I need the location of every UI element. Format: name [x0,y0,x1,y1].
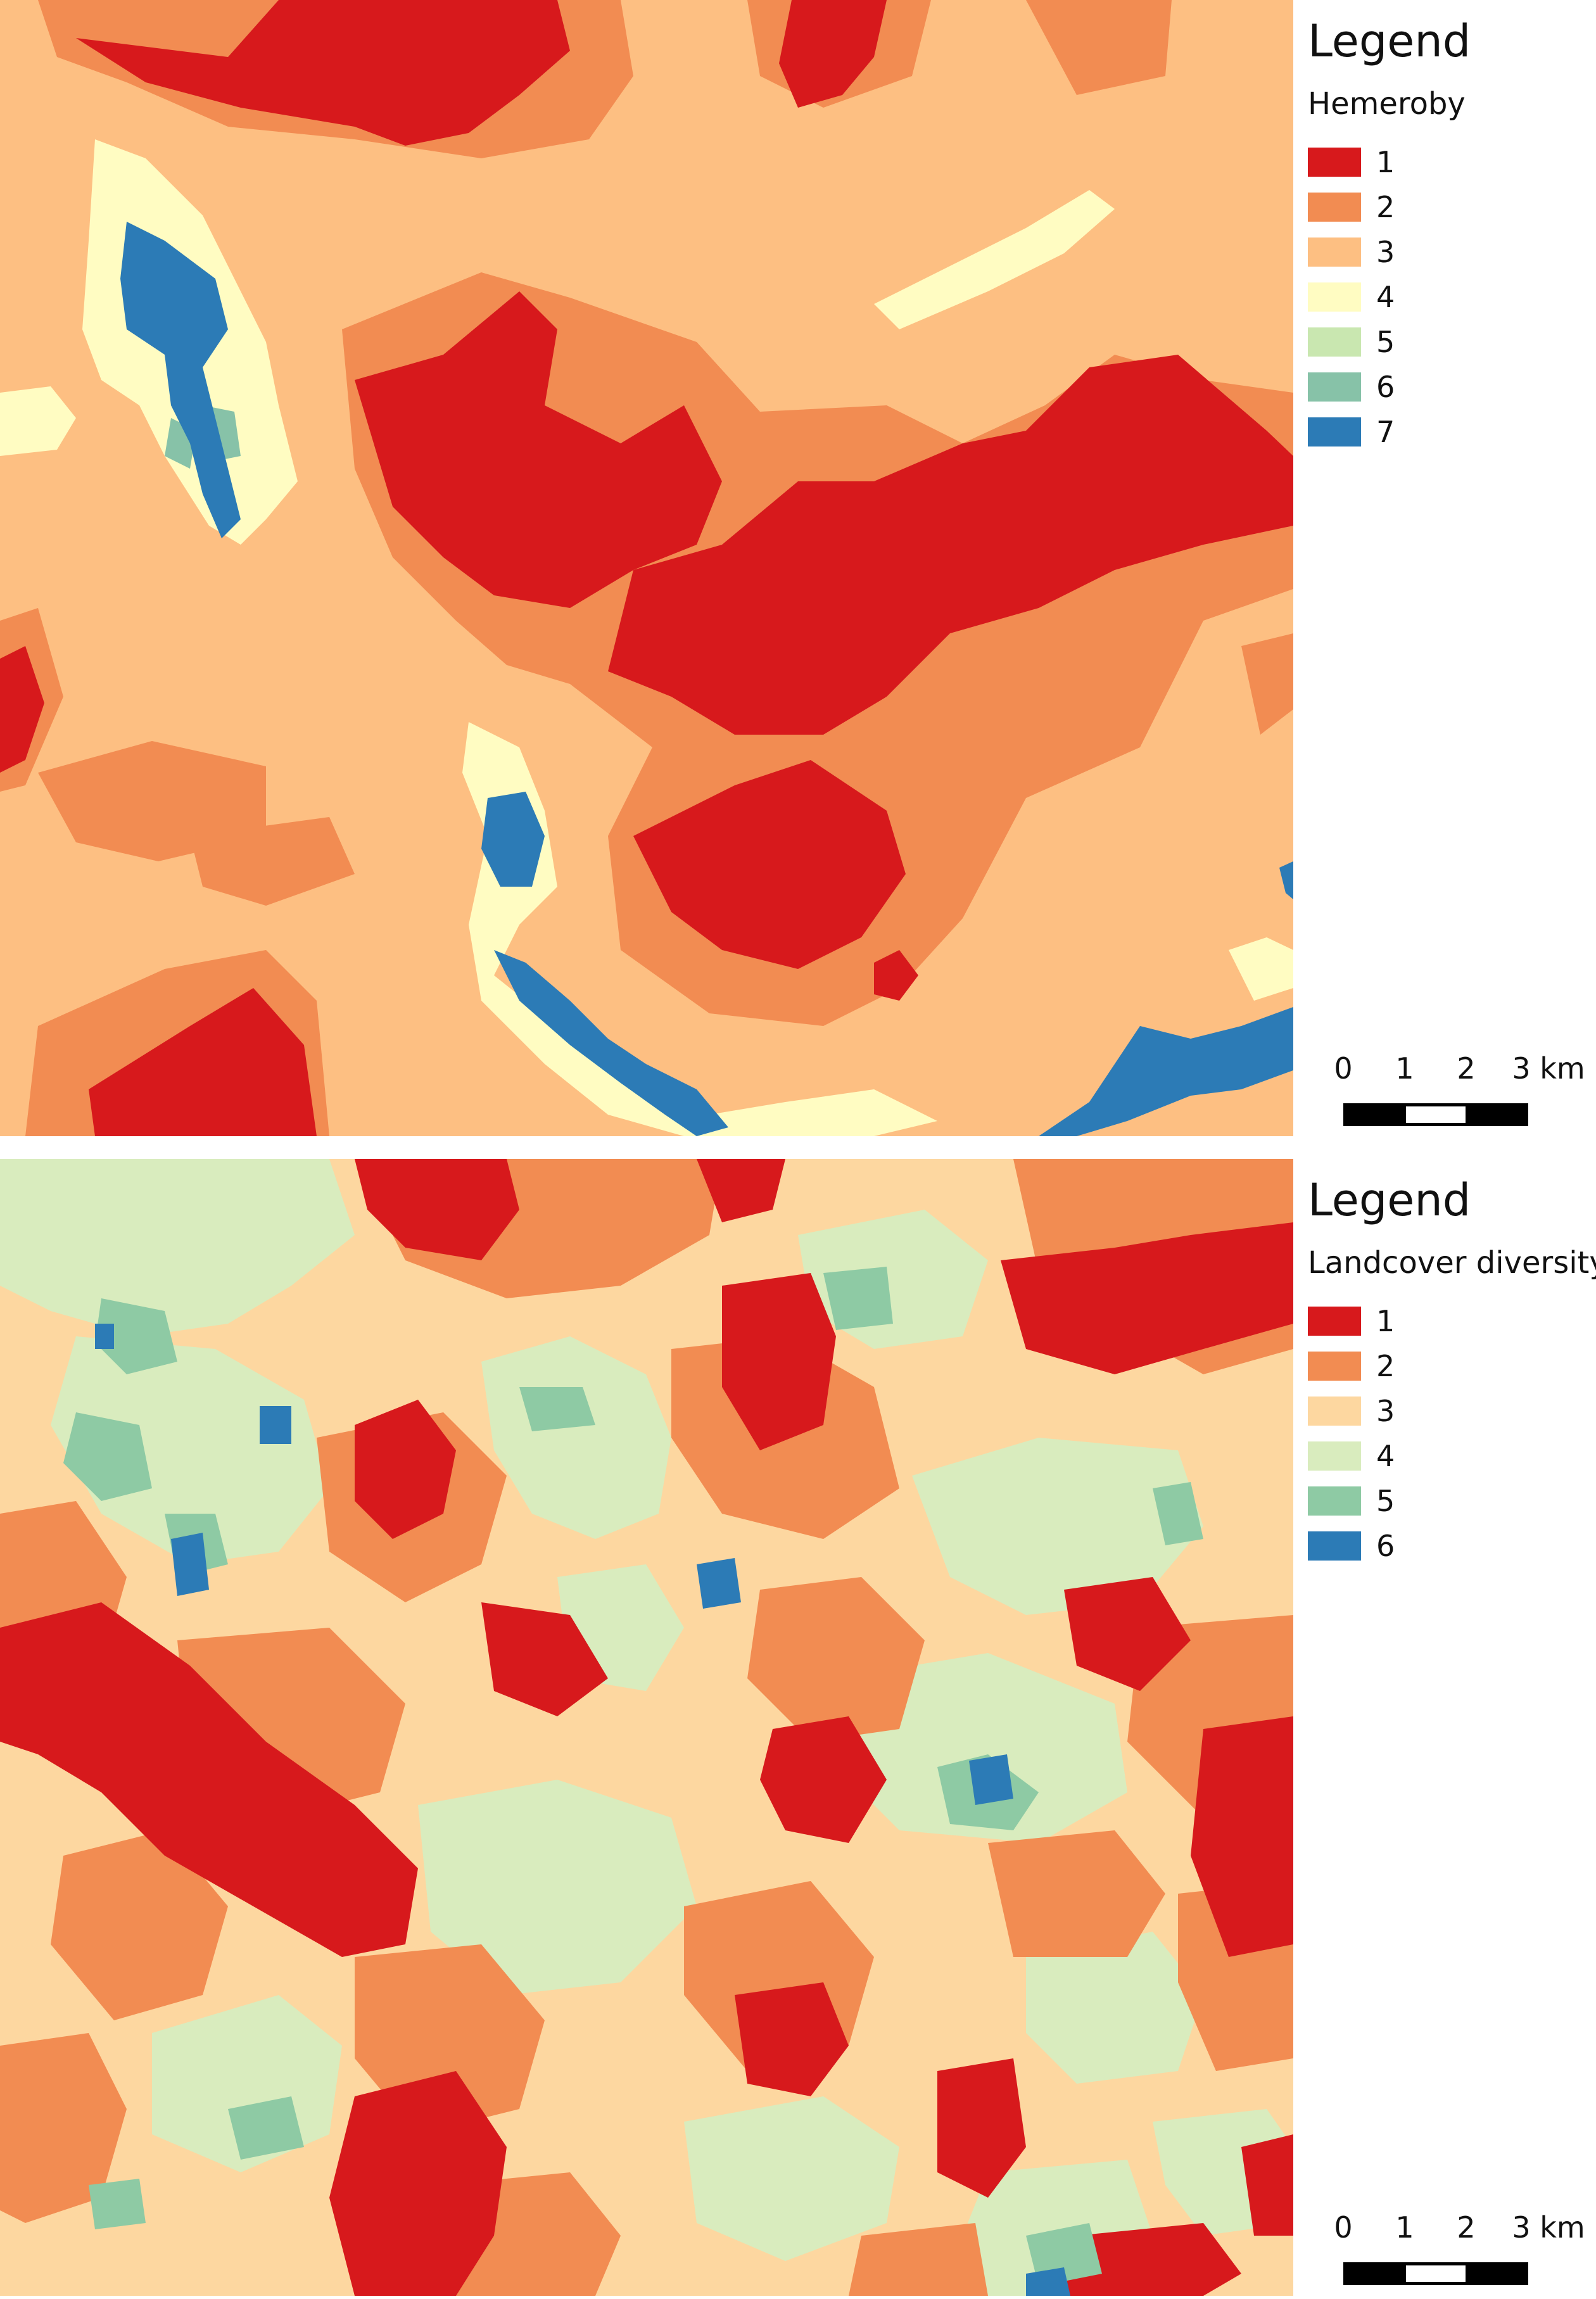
legend-swatch [1308,1306,1361,1336]
legend-item-label: 3 [1376,1393,1395,1428]
legend-item: 4 [1308,274,1593,319]
scale-bar: 0 1 2 3 km [1330,2210,1596,2299]
legend-item-label: 1 [1376,1303,1395,1338]
legend-item-label: 3 [1376,234,1395,269]
scale-tick-label: 2 [1457,1051,1476,1086]
legend-swatch [1308,1441,1361,1471]
legend-item: 3 [1308,1388,1593,1433]
legend-title: Legend [1308,15,1471,67]
scale-bar-segments [1343,1103,1528,1126]
scale-bar-segments [1343,2262,1528,2285]
diversity-class-6-areas [95,1324,1070,2296]
legend-swatch [1308,192,1361,222]
scale-tick-label: 1 [1395,1051,1414,1086]
scale-tick-label: 0 [1334,2210,1353,2245]
scale-tick-label: 3 km [1512,1051,1585,1086]
scale-tick-label: 1 [1395,2210,1414,2245]
legend-swatch [1308,1531,1361,1561]
legend-item: 1 [1308,139,1593,184]
scale-bar: 0 1 2 3 km [1330,1051,1596,1140]
diversity-class-5-areas [63,1267,1203,2286]
legend-title: Legend [1308,1174,1471,1226]
legend-item: 1 [1308,1298,1593,1343]
legend-item: 5 [1308,319,1593,364]
legend-swatch [1308,1351,1361,1381]
legend-swatch [1308,282,1361,312]
diversity-class-1-areas [0,1159,1293,2296]
hemeroby-map-canvas [0,0,1293,1136]
legend-swatch [1308,147,1361,177]
legend-item: 4 [1308,1433,1593,1478]
landcover-diversity-legend: Legend Landcover diversity 1 2 3 4 5 6 [1308,1172,1596,1568]
legend-item-label: 2 [1376,189,1395,224]
legend-item: 7 [1308,409,1593,454]
hemeroby-class-7-water [120,222,1293,1136]
legend-item-label: 6 [1376,369,1395,404]
legend-item-label: 4 [1376,279,1395,314]
legend-swatch [1308,1486,1361,1516]
legend-swatch [1308,417,1361,446]
landcover-diversity-map-canvas [0,1159,1293,2296]
legend-item-label: 6 [1376,1528,1395,1563]
hemeroby-class-1-areas [0,0,1293,1136]
hemeroby-map[interactable] [0,0,1293,1136]
legend-item: 2 [1308,1343,1593,1388]
legend-item: 6 [1308,1523,1593,1568]
legend-item-label: 5 [1376,1483,1395,1518]
legend-item-label: 2 [1376,1348,1395,1383]
legend-variable-name: Hemeroby [1308,86,1466,122]
diversity-class-4-areas [0,1159,1293,2296]
legend-item-label: 4 [1376,1438,1395,1473]
legend-item: 2 [1308,184,1593,229]
scale-tick-label: 0 [1334,1051,1353,1086]
legend-variable-name: Landcover diversity [1308,1245,1596,1281]
landcover-diversity-map[interactable] [0,1159,1293,2296]
legend-swatch [1308,1396,1361,1426]
scale-tick-label: 2 [1457,2210,1476,2245]
hemeroby-legend: Legend Hemeroby 1 2 3 4 5 6 7 [1308,13,1593,454]
legend-swatch [1308,327,1361,357]
legend-item-label: 1 [1376,144,1395,179]
legend-item: 3 [1308,229,1593,274]
legend-item: 5 [1308,1478,1593,1523]
scale-tick-label: 3 km [1512,2210,1585,2245]
legend-item-label: 5 [1376,324,1395,359]
legend-swatch [1308,237,1361,267]
legend-item-label: 7 [1376,414,1395,449]
legend-swatch [1308,372,1361,402]
legend-item: 6 [1308,364,1593,409]
